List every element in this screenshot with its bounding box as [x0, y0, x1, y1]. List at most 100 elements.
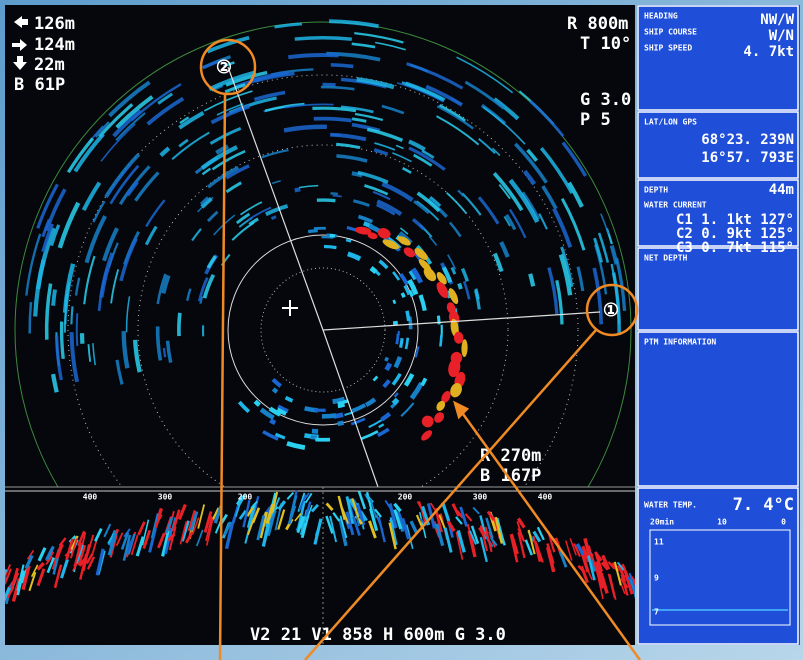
school [403, 247, 415, 258]
echo [258, 511, 269, 539]
echo [82, 544, 91, 572]
echo [125, 296, 131, 333]
school [450, 383, 462, 398]
school [436, 272, 447, 285]
echo [613, 561, 622, 586]
echo [360, 510, 368, 521]
echo [26, 549, 35, 560]
echo [44, 188, 67, 232]
echo [16, 564, 25, 591]
echo [277, 500, 287, 511]
echo [378, 259, 389, 270]
echo [49, 224, 61, 247]
echo [573, 543, 582, 557]
echo [539, 146, 574, 195]
echo [69, 332, 80, 383]
icon-horizontal [12, 39, 27, 51]
overlay-fish-depth: 22m [34, 55, 65, 75]
echo [313, 116, 352, 123]
echo [238, 509, 247, 520]
bearing-lines [227, 66, 601, 487]
echo [345, 496, 355, 524]
echo [299, 184, 319, 189]
echo [411, 217, 426, 231]
school [354, 226, 372, 235]
school [436, 282, 449, 299]
echo [197, 277, 209, 302]
echo [206, 210, 219, 223]
echo [591, 554, 599, 577]
school [461, 339, 468, 357]
echo [186, 288, 192, 301]
echo [404, 337, 410, 350]
axis-label: 7 [654, 608, 659, 617]
echo [330, 62, 354, 69]
marker: ② [216, 57, 232, 78]
echo [122, 534, 132, 561]
echo [494, 516, 504, 544]
echo [338, 518, 348, 547]
echo [616, 561, 625, 571]
echo [288, 52, 339, 60]
echo [450, 266, 457, 275]
echo [393, 502, 402, 513]
axis-label: 20min [650, 517, 674, 527]
echo [505, 214, 517, 231]
echo [413, 153, 433, 167]
echo [593, 237, 603, 263]
echo [585, 566, 593, 581]
echo [272, 497, 281, 513]
echo [443, 527, 453, 553]
echo [215, 144, 229, 155]
vertical-section [5, 487, 635, 645]
echo [25, 233, 42, 296]
echo [310, 435, 318, 440]
echo [545, 546, 556, 573]
echo [576, 266, 585, 292]
echo [216, 103, 244, 116]
echo [381, 104, 405, 115]
echo [189, 511, 199, 532]
echo [624, 574, 634, 595]
echo [587, 555, 596, 581]
echo [561, 141, 588, 177]
echo [156, 273, 167, 305]
echo [44, 283, 53, 340]
echo [416, 200, 440, 221]
echo [364, 397, 377, 408]
echo [402, 167, 412, 174]
echo [179, 521, 188, 545]
label: PTM INFORMATION [644, 338, 716, 347]
echo [63, 282, 71, 333]
bottom-bar: V2 21 V1 858 H 600m G 3.0 [250, 625, 506, 645]
echo [70, 306, 74, 325]
echo [332, 396, 346, 405]
school [421, 430, 433, 441]
echo [357, 170, 389, 185]
school [434, 412, 445, 423]
echo [421, 149, 435, 159]
marker: ① [603, 300, 619, 321]
echo [200, 145, 238, 170]
echo [409, 520, 419, 535]
echo [482, 106, 526, 145]
echo [21, 565, 31, 591]
echo [73, 132, 105, 173]
echo [538, 213, 548, 230]
echo [393, 356, 403, 369]
echo [274, 432, 286, 440]
strip-tick-label: 300 [158, 493, 173, 502]
echo [74, 542, 83, 565]
overlay-bearing: B 61P [14, 75, 65, 95]
bearing-line [322, 329, 379, 487]
icon-depth [14, 16, 28, 28]
echo [486, 510, 496, 522]
echo [144, 225, 158, 246]
echo [206, 255, 217, 269]
echo [177, 312, 182, 337]
echo [460, 267, 470, 282]
echo [28, 571, 37, 592]
echo [110, 269, 120, 304]
echo [532, 530, 542, 543]
echo [392, 152, 412, 163]
